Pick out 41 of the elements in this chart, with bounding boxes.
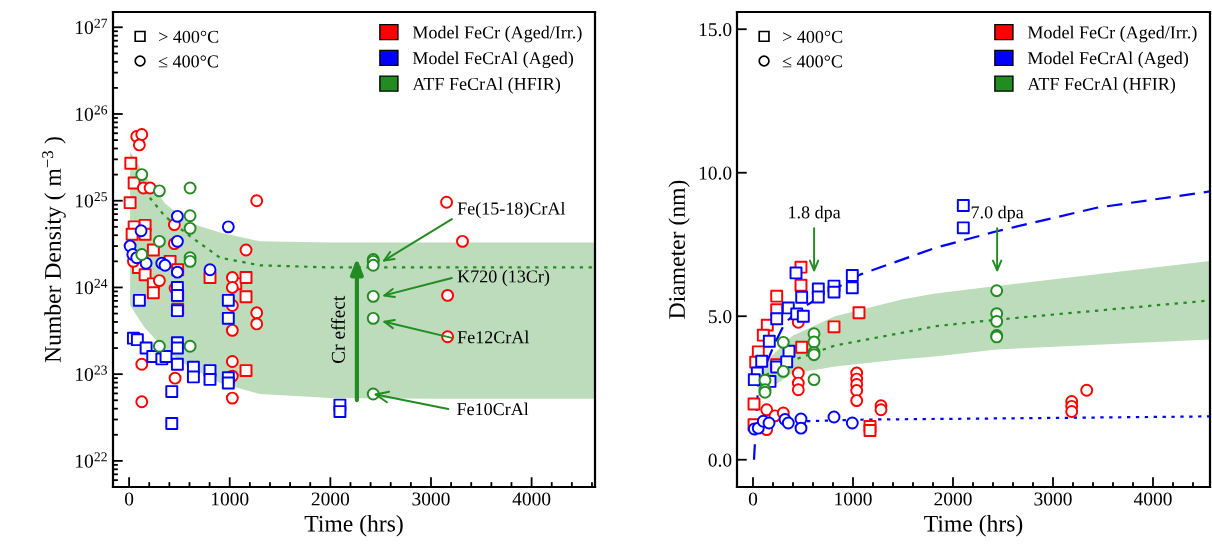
y-tick-label: 10$^{25}$ <box>76 192 107 208</box>
legend-label: > 400°C <box>783 30 843 43</box>
annotation: 1.8 dpa <box>789 205 841 223</box>
x-tick-label: 0 <box>748 492 758 506</box>
y-tick-label: 10$^{22}$ <box>76 452 107 468</box>
annotation: Fe10CrAl <box>457 402 529 416</box>
x-tick-label: 1000 <box>211 492 249 506</box>
y-tick-label: 10$^{24}$ <box>76 278 108 295</box>
y-tick-label: 10$^{23}$ <box>76 365 107 382</box>
x-tick-label: 1000 <box>835 492 872 506</box>
x-tick-label: 2000 <box>311 492 350 506</box>
x-axis-title: Time (hrs) <box>924 515 1023 537</box>
y-axis-title: Number Density ( m$^{−3}$ ) <box>42 137 66 363</box>
x-tick-label: 3000 <box>1034 492 1072 506</box>
legend-label: > 400°C <box>159 30 219 43</box>
legend-label: Model FeCrAl (Aged) <box>1027 51 1189 68</box>
annotation: Fe12CrAl <box>457 330 530 344</box>
x-tick-label: 2000 <box>934 492 972 506</box>
y-tick-label: 10$^{27}$ <box>76 18 108 35</box>
legend-label: ATF FeCrAl (HFIR) <box>412 77 561 94</box>
legend-label: Model FeCr (Aged/Irr.) <box>1027 25 1197 43</box>
x-tick-label: 4000 <box>1133 492 1172 506</box>
legend-label: Model FeCrAl (Aged) <box>412 51 574 68</box>
annotation: K720 (13Cr) <box>457 269 550 287</box>
annotation: 7.0 dpa <box>971 205 1024 223</box>
y-tick-label: 5.0 <box>708 310 732 324</box>
x-tick-label: 0 <box>124 492 134 506</box>
legend-label: Model FeCr (Aged/Irr.) <box>412 25 582 43</box>
y-tick-label: 15.0 <box>699 23 732 37</box>
y-tick-label: 10.0 <box>699 166 732 180</box>
legend-label: ATF FeCrAl (HFIR) <box>1027 77 1176 94</box>
annotation: Fe(15-18)CrAl <box>457 201 566 219</box>
legend-label: ≤ 400°C <box>782 55 842 68</box>
legend-label: ≤ 400°C <box>158 55 218 68</box>
x-axis-title: Time (hrs) <box>304 515 403 537</box>
annotation: Cr effect <box>331 295 345 364</box>
x-tick-label: 4000 <box>512 492 551 506</box>
y-tick-label: 10$^{26}$ <box>76 105 108 121</box>
x-tick-label: 3000 <box>412 492 450 506</box>
y-axis-title: Diameter (nm) <box>668 180 690 319</box>
y-tick-label: 0.0 <box>708 453 732 467</box>
